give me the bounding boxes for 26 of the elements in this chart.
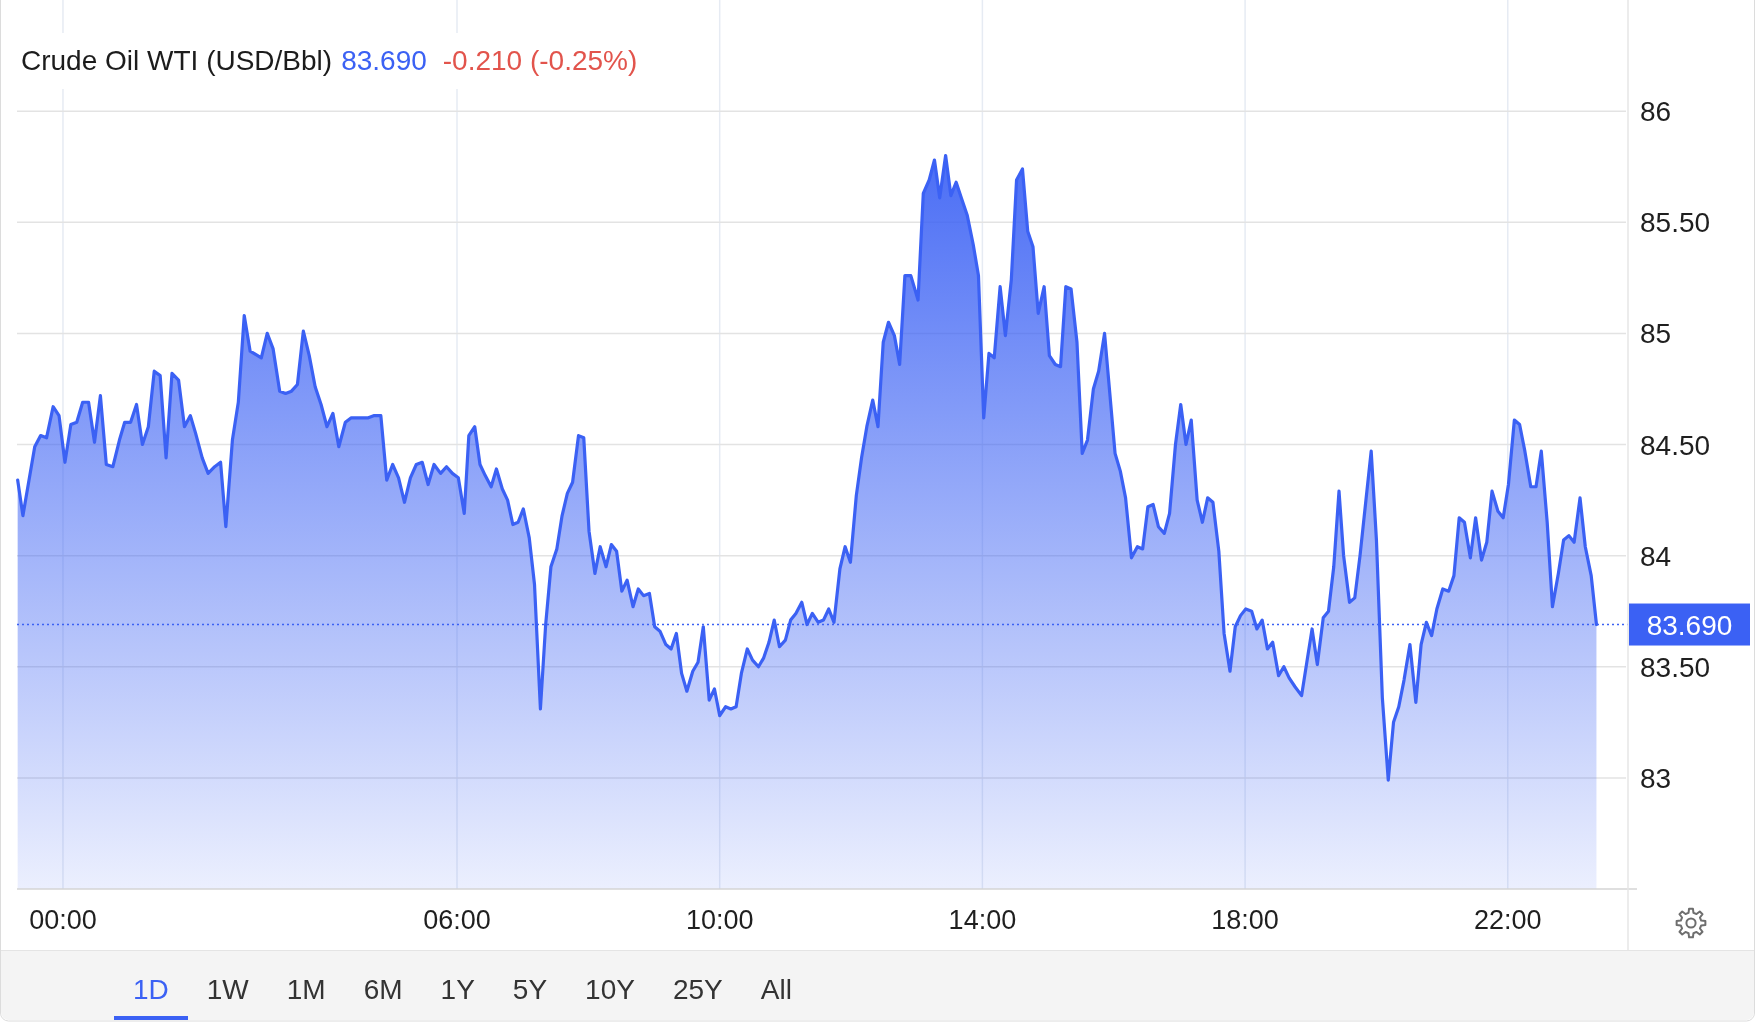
annotation: 83.690	[341, 45, 427, 77]
x-tick-label: 10:00	[685, 905, 754, 935]
ref-line-label: 83.690	[1646, 609, 1733, 641]
x-tick-label: 06:00	[423, 905, 491, 935]
text: 10Y	[584, 972, 636, 1007]
text: 1M	[285, 972, 327, 1007]
y-tick-label: 85.50	[1640, 206, 1711, 238]
text: 1W	[205, 972, 250, 1007]
y-tick-label: 84.50	[1640, 429, 1711, 460]
text: All	[759, 972, 793, 1007]
text: 1Y	[439, 972, 476, 1007]
y-tick-label: 85	[1640, 317, 1672, 349]
x-tick-label: 00:00	[29, 905, 97, 935]
y-tick-label: 83	[1640, 762, 1672, 794]
text: 5Y	[511, 972, 549, 1007]
x-tick-label: 22:00	[1474, 905, 1542, 935]
y-tick-label: 84	[1640, 540, 1672, 572]
text: 6M	[362, 972, 404, 1007]
annotation: -0.210 (-0.25%)	[442, 45, 638, 77]
text: 1D	[114, 951, 188, 1020]
x-tick-label: 18:00	[1211, 905, 1279, 935]
y-tick-label: 83.50	[1640, 651, 1711, 683]
text: 25Y	[671, 972, 724, 1007]
text: Crude Oil WTI (USD/Bbl)	[21, 45, 333, 77]
y-tick-label: 86	[1640, 95, 1672, 127]
x-tick-label: 14:00	[948, 905, 1017, 935]
